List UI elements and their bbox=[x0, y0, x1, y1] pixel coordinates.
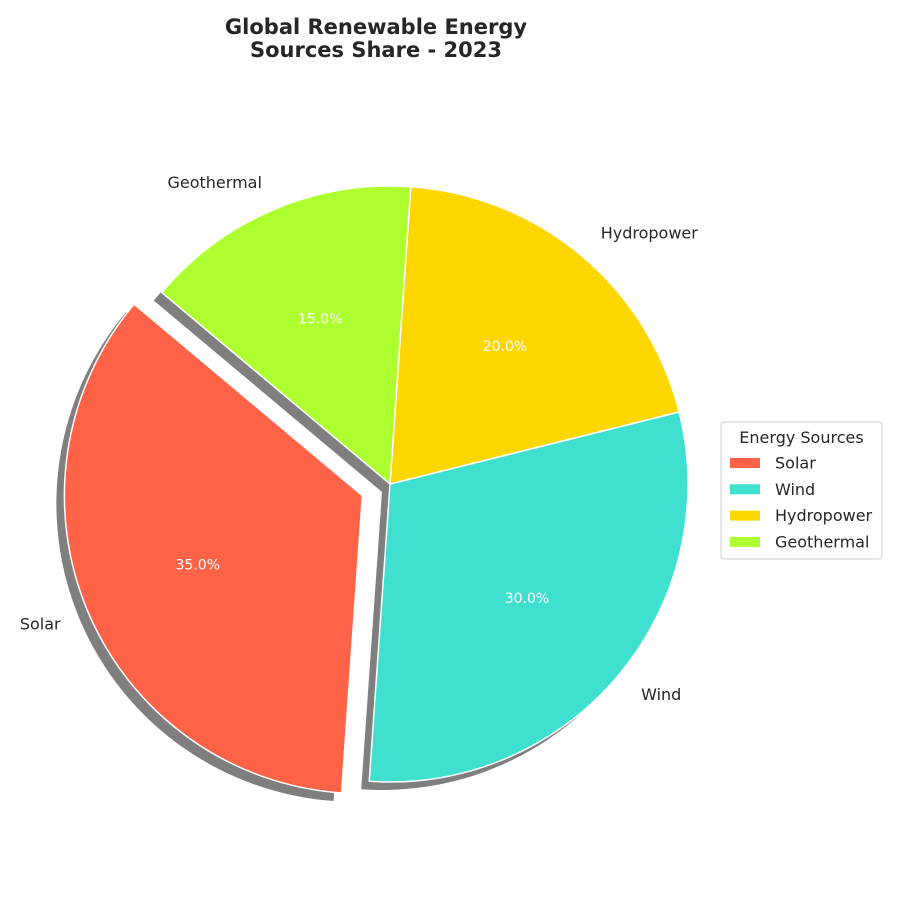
legend-label-solar: Solar bbox=[775, 454, 816, 473]
legend-swatch-wind bbox=[730, 484, 760, 495]
category-label-wind: Wind bbox=[641, 685, 681, 704]
category-label-hydropower: Hydropower bbox=[601, 223, 699, 242]
legend-swatch-hydropower bbox=[730, 510, 760, 521]
percentage-label-solar: 35.0% bbox=[176, 558, 220, 574]
category-label-geothermal: Geothermal bbox=[167, 173, 261, 192]
category-label-solar: Solar bbox=[20, 614, 61, 633]
pie-slice-wind bbox=[368, 411, 689, 783]
pie-slice-geothermal bbox=[160, 185, 412, 485]
legend-label-geothermal: Geothermal bbox=[775, 532, 869, 551]
percentage-labels: 35.0% 30.0% 20.0% 15.0% bbox=[176, 311, 550, 607]
pie-slices bbox=[63, 185, 689, 794]
pie-slice-hydropower bbox=[389, 185, 680, 485]
legend-swatch-geothermal bbox=[730, 536, 760, 547]
percentage-label-geothermal: 15.0% bbox=[298, 311, 342, 327]
percentage-label-wind: 30.0% bbox=[505, 591, 549, 607]
legend-title: Energy Sources bbox=[739, 428, 863, 447]
legend-label-wind: Wind bbox=[775, 480, 815, 499]
chart-title-line-1: Global Renewable Energy bbox=[225, 15, 527, 39]
chart-title: Global Renewable Energy Sources Share - … bbox=[225, 15, 527, 62]
legend-label-hydropower: Hydropower bbox=[775, 506, 873, 525]
percentage-label-hydropower: 20.0% bbox=[483, 339, 527, 355]
category-labels: Solar Wind Hydropower Geothermal bbox=[20, 173, 698, 704]
legend-swatch-solar bbox=[730, 458, 760, 468]
pie-slice-solar bbox=[63, 303, 364, 794]
chart-title-line-2: Sources Share - 2023 bbox=[250, 38, 502, 62]
legend-items: Solar Wind Hydropower Geothermal bbox=[730, 454, 873, 551]
legend-frame bbox=[720, 421, 883, 560]
legend: Energy Sources Solar Wind Hydropower Geothe… bbox=[720, 421, 883, 560]
